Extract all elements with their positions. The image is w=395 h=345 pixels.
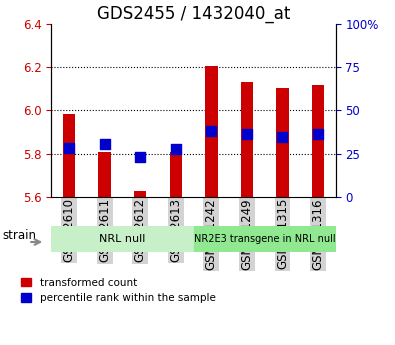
Point	[173, 147, 179, 152]
Point	[137, 154, 143, 159]
Bar	[51, 226, 194, 252]
Bar	[98, 152, 111, 197]
Bar	[312, 85, 324, 197]
Text: strain: strain	[3, 229, 37, 242]
Text: NRL null: NRL null	[99, 234, 146, 244]
Point	[102, 141, 108, 147]
Bar	[169, 152, 182, 197]
Bar	[241, 82, 253, 197]
Title: GDS2455 / 1432040_at: GDS2455 / 1432040_at	[97, 5, 290, 23]
Bar	[276, 88, 289, 197]
Bar	[194, 226, 336, 252]
Point	[244, 131, 250, 137]
Point	[279, 135, 286, 140]
Point	[66, 145, 72, 151]
Text: NR2E3 transgene in NRL null: NR2E3 transgene in NRL null	[194, 234, 335, 244]
Bar	[134, 191, 147, 197]
Point	[315, 131, 321, 137]
Point	[208, 128, 214, 134]
Legend: transformed count, percentile rank within the sample: transformed count, percentile rank withi…	[21, 278, 216, 303]
Bar	[63, 114, 75, 197]
Bar	[205, 66, 218, 197]
